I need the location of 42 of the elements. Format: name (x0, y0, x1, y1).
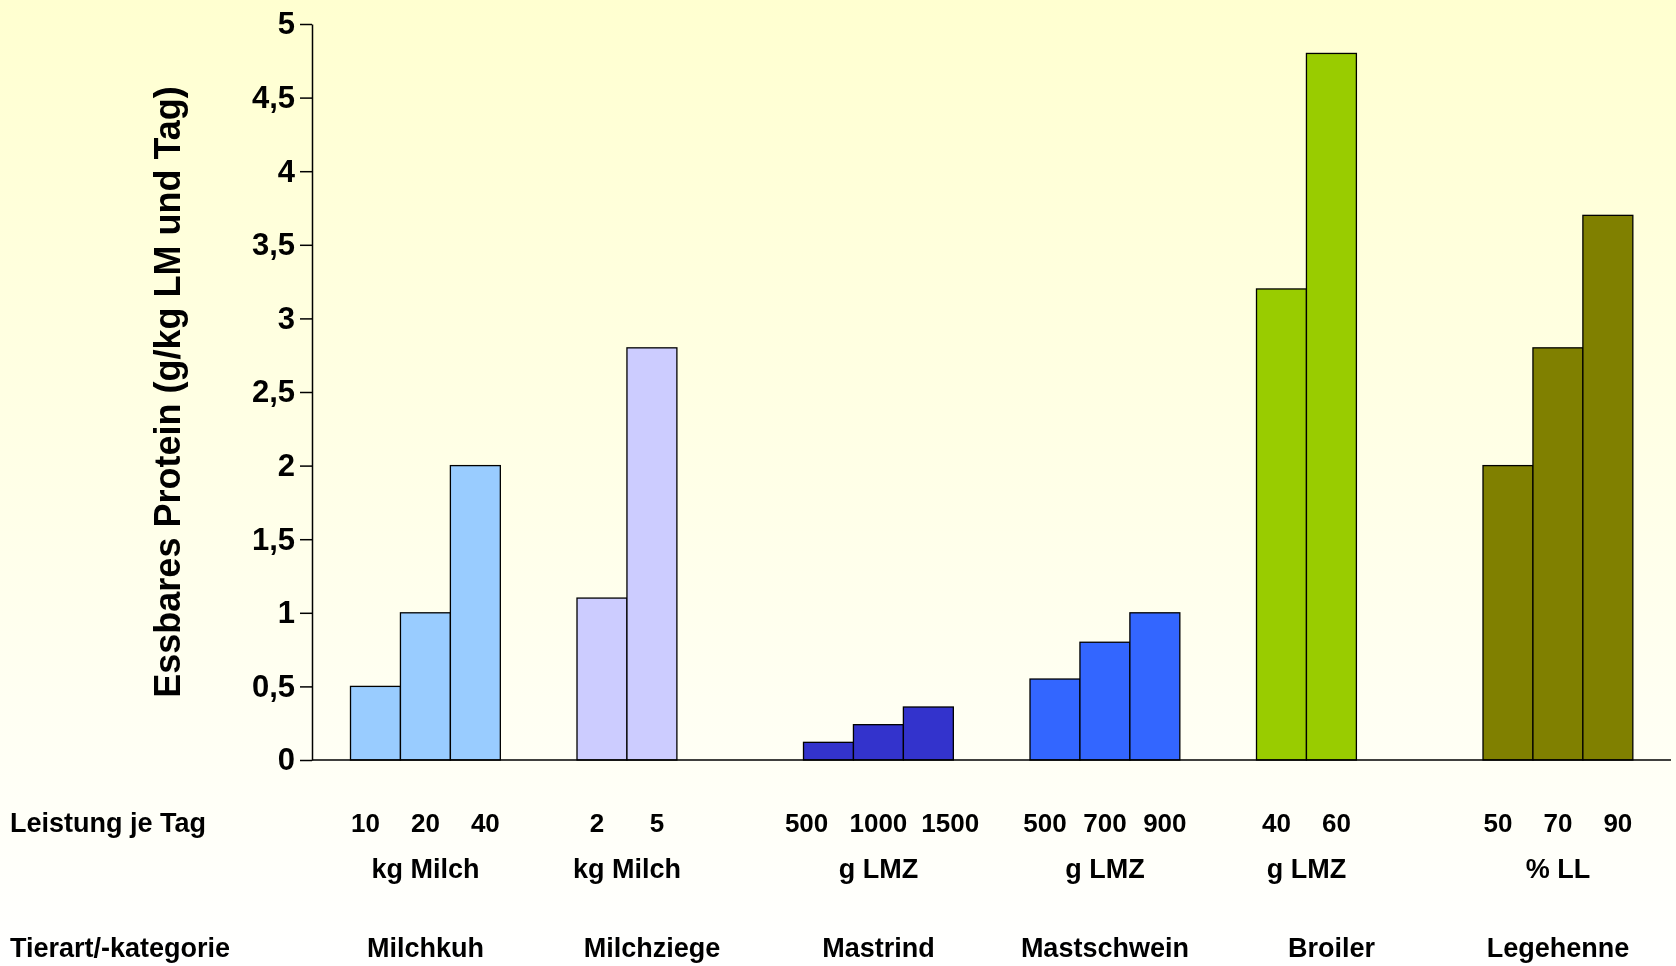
text: kg Milch (371, 854, 480, 884)
text: % LL (1525, 854, 1591, 884)
text: 50 (1483, 808, 1513, 838)
y-tick-label: 4,5 (251, 80, 295, 116)
text: 70 (1543, 808, 1573, 838)
text: 900 (1143, 808, 1187, 838)
text: Leistung je Tag (10, 808, 207, 838)
text: kg Milch (572, 854, 681, 884)
text: 60 (1321, 808, 1351, 838)
text: Tierart/-kategorie (10, 933, 231, 963)
text: 1500 (921, 808, 980, 838)
x-tick-label: Milchziege (583, 933, 721, 963)
text: 500 (1023, 808, 1067, 838)
x-tick-label: Broiler (1287, 933, 1376, 963)
text: 40 (470, 808, 500, 838)
y-tick-label: 0 (277, 742, 295, 778)
text: 500 (784, 808, 829, 838)
y-tick-label: 5 (277, 6, 295, 42)
y-tick-label: 2,5 (251, 374, 295, 410)
y-axis-title: Essbares Protein (g/kg LM und Tag) (147, 86, 188, 698)
text: 20 (410, 808, 440, 838)
text: 5 (649, 808, 665, 838)
x-tick-label: Mastschwein (1020, 933, 1189, 963)
y-tick-label: 4 (277, 153, 296, 189)
y-tick-label: 3 (277, 300, 295, 336)
y-tick-label: 0,5 (251, 668, 295, 704)
y-tick-label: 2 (277, 448, 295, 484)
x-tick-label: Mastrind (822, 933, 935, 963)
text: g LMZ (838, 854, 919, 884)
text: 700 (1083, 808, 1127, 838)
text: 1000 (849, 808, 908, 838)
text: 40 (1262, 808, 1291, 838)
y-tick-label: 1 (277, 595, 295, 631)
x-tick-label: Legehenne (1486, 933, 1630, 963)
text: 2 (589, 808, 605, 838)
y-tick-label: 1,5 (251, 521, 295, 557)
text: g LMZ (1266, 854, 1347, 884)
text: 10 (351, 808, 380, 838)
y-tick-label: 3,5 (251, 227, 295, 263)
x-tick-label: Milchkuh (366, 933, 484, 963)
text: 90 (1603, 808, 1633, 838)
text: g LMZ (1065, 854, 1145, 884)
